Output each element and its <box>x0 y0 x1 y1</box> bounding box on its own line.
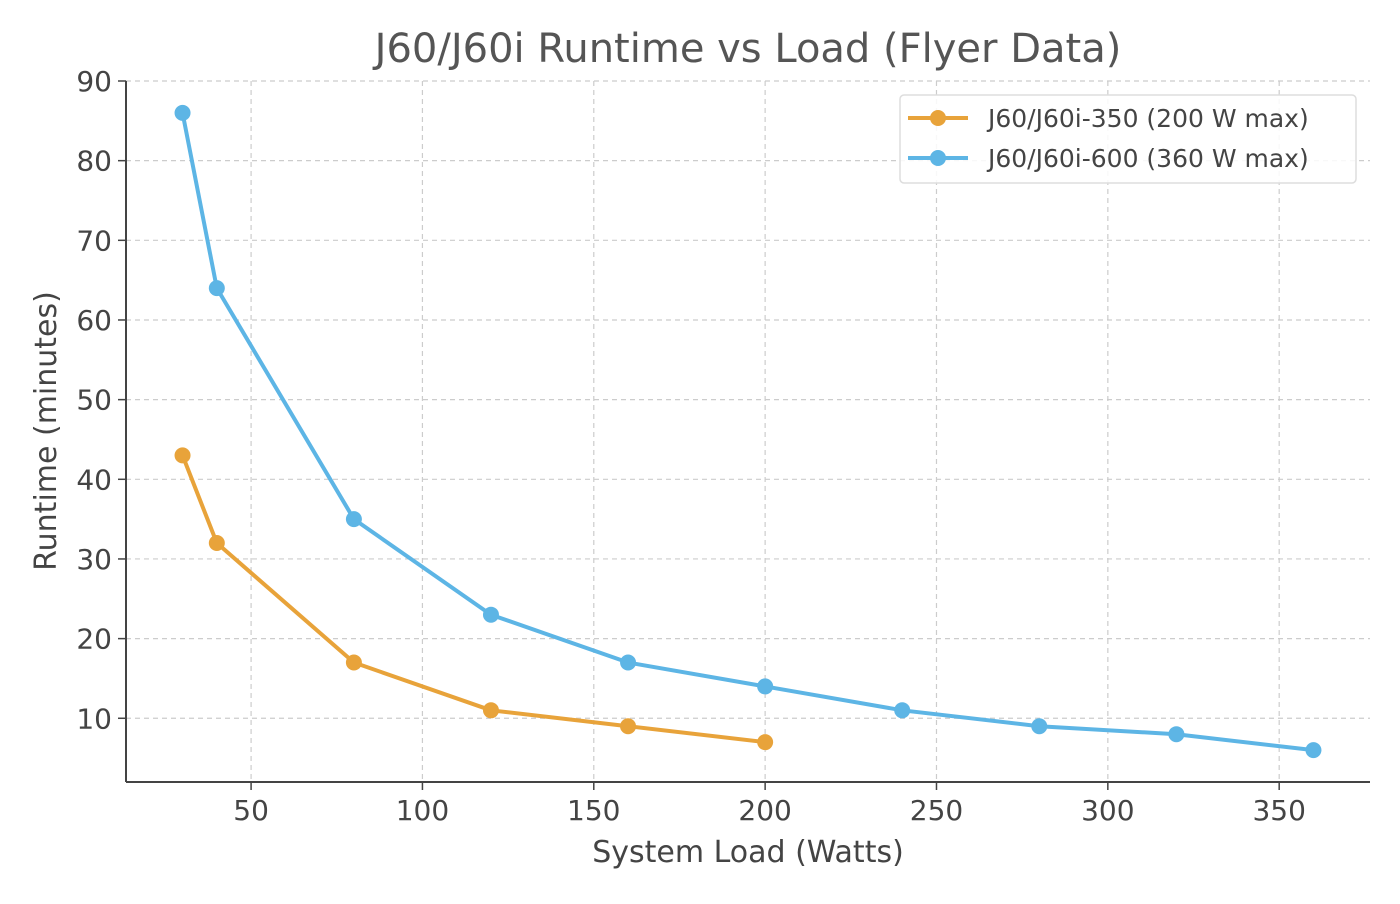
y-tick-label: 30 <box>76 543 112 576</box>
x-tick-label: 100 <box>396 794 449 827</box>
series-line-1 <box>180 112 1314 753</box>
data-point <box>757 678 774 695</box>
legend-label: J60/J60i-350 (200 W max) <box>986 104 1309 133</box>
chart-title: J60/J60i Runtime vs Load (Flyer Data) <box>372 26 1122 72</box>
data-point <box>620 718 637 735</box>
data-point <box>1168 726 1185 743</box>
y-tick-label: 10 <box>76 702 112 735</box>
x-tick-label: 200 <box>738 794 791 827</box>
y-tick-label: 50 <box>76 384 112 417</box>
x-tick-label: 300 <box>1081 794 1134 827</box>
legend-marker <box>930 110 946 126</box>
y-tick-label: 40 <box>76 463 112 496</box>
y-tick-label: 60 <box>76 304 112 337</box>
data-point <box>482 606 499 623</box>
data-point <box>482 702 499 719</box>
x-tick-label: 250 <box>910 794 963 827</box>
y-tick-label: 20 <box>76 623 112 656</box>
data-point <box>174 447 191 464</box>
data-point <box>208 280 225 297</box>
legend: J60/J60i-350 (200 W max) J60/J60i-600 (36… <box>899 94 1357 184</box>
y-tick-label: 80 <box>76 145 112 178</box>
x-tick-label: 350 <box>1252 794 1305 827</box>
y-axis-label: Runtime (minutes) <box>29 291 64 571</box>
legend-marker <box>930 150 946 166</box>
data-point <box>620 654 637 671</box>
x-tick-label: 150 <box>567 794 620 827</box>
data-point <box>345 511 362 528</box>
y-tick-label: 90 <box>76 65 112 98</box>
data-point <box>174 104 191 121</box>
data-point <box>208 535 225 552</box>
data-point <box>757 734 774 751</box>
data-point <box>894 702 911 719</box>
y-tick-label: 70 <box>76 224 112 257</box>
data-point <box>1305 742 1322 759</box>
data-point <box>345 654 362 671</box>
legend-label: J60/J60i-600 (360 W max) <box>986 144 1309 173</box>
x-tick-label: 50 <box>233 794 269 827</box>
data-point <box>1031 718 1048 735</box>
legend-frame <box>899 94 1357 184</box>
x-axis-label: System Load (Watts) <box>592 835 904 870</box>
series-line-0 <box>180 454 766 745</box>
